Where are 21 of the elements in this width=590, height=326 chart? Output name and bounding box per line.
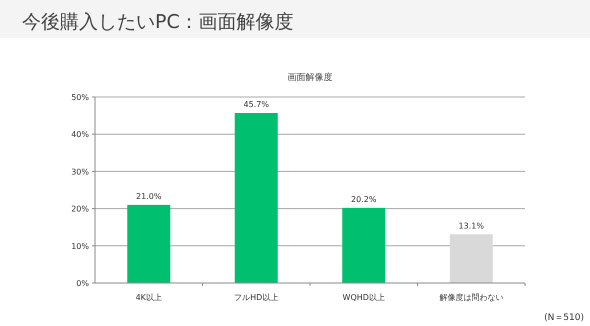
data-label: 13.1% bbox=[458, 221, 484, 230]
bar bbox=[450, 234, 493, 283]
y-tick-label: 0% bbox=[76, 279, 90, 288]
y-tick-label: 10% bbox=[71, 242, 90, 251]
bar bbox=[234, 112, 278, 283]
bar bbox=[342, 208, 386, 283]
bar bbox=[127, 204, 170, 283]
data-label: 45.7% bbox=[244, 100, 270, 109]
data-label: 21.0% bbox=[136, 192, 162, 201]
y-tick-label: 20% bbox=[71, 204, 90, 214]
text: (N＝510) bbox=[544, 313, 584, 323]
chart-title: 今後購入したいPC：画面解像度 bbox=[22, 11, 294, 33]
x-tick-label: 4K以上 bbox=[136, 293, 162, 302]
x-tick-label: WQHD以上 bbox=[342, 293, 385, 302]
data-label: 20.2% bbox=[351, 194, 377, 204]
y-tick-label: 40% bbox=[71, 130, 90, 140]
y-tick-label: 30% bbox=[71, 167, 90, 176]
x-tick-label: フルHD以上 bbox=[234, 293, 278, 302]
x-tick-label: 解像度は問わない bbox=[439, 293, 504, 302]
y-tick-label: 50% bbox=[71, 93, 90, 102]
chart-subtitle: 画面解像度 bbox=[288, 72, 332, 83]
